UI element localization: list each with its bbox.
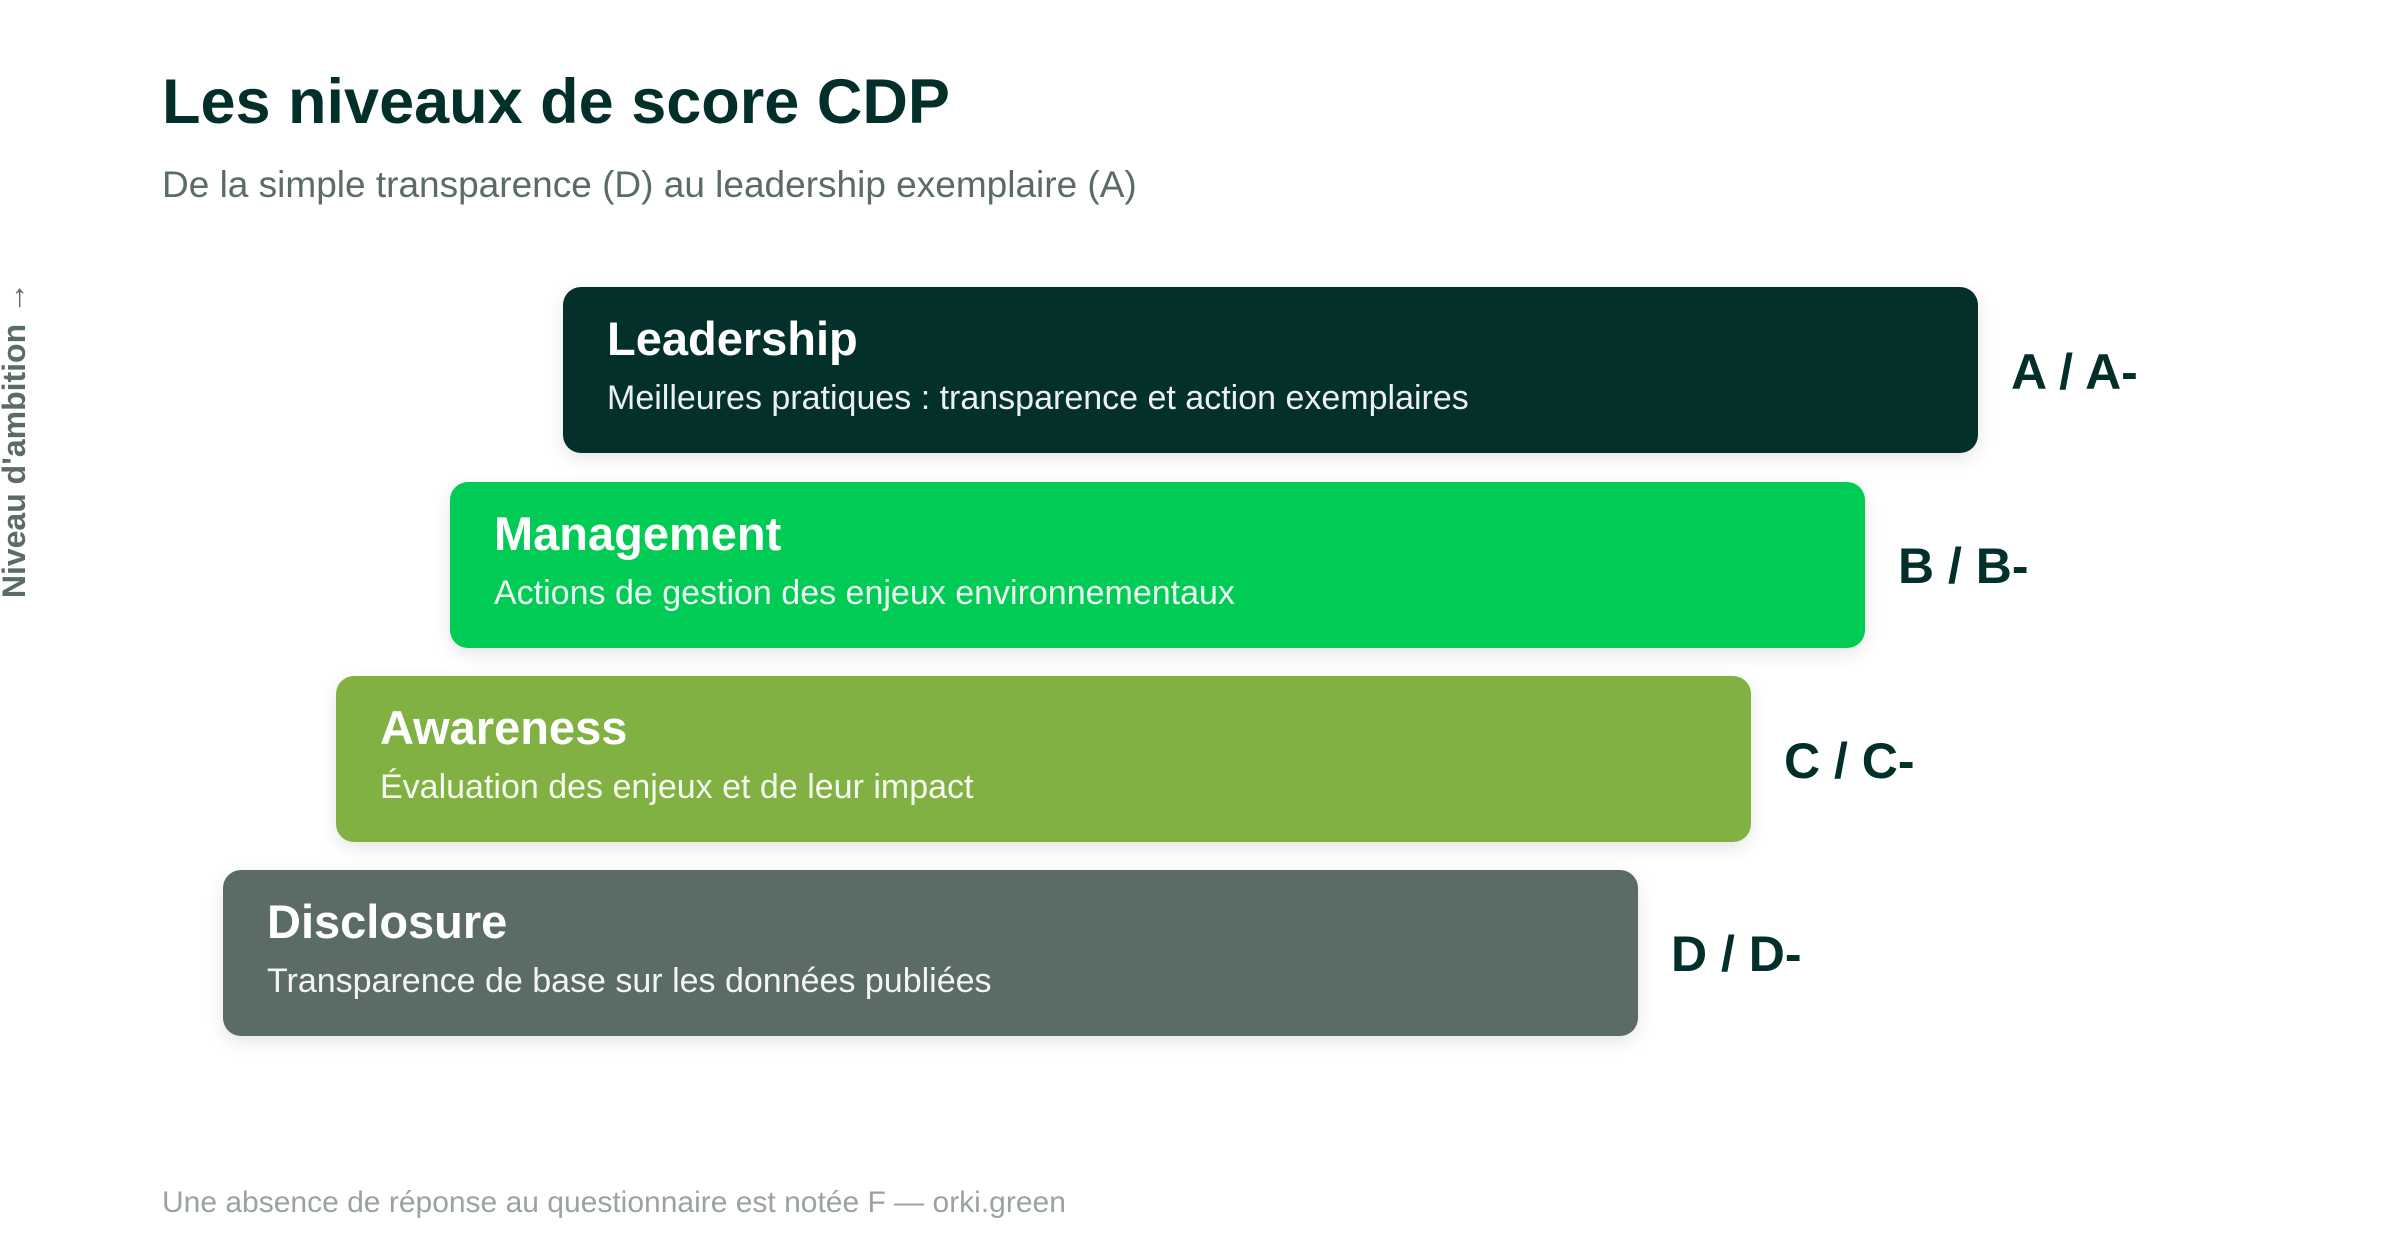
ambition-axis-text: Niveau d'ambition: [0, 323, 32, 599]
grade-label-c: C / C-: [1784, 733, 1915, 789]
tier-disclosure: Disclosure Transparence de base sur les …: [223, 870, 1638, 1036]
tier-name: Awareness: [380, 701, 628, 754]
tier-name: Management: [494, 507, 782, 560]
arrow-right-icon: →: [0, 282, 32, 314]
tier-name: Leadership: [607, 312, 858, 365]
tier-description: Actions de gestion des enjeux environnem…: [494, 574, 1235, 612]
page-subtitle: De la simple transparence (D) au leaders…: [162, 164, 1137, 205]
page-title: Les niveaux de score CDP: [162, 67, 950, 137]
grade-label-d: D / D-: [1671, 926, 1802, 982]
grade-label-b: B / B-: [1898, 538, 2029, 594]
footnote: Une absence de réponse au questionnaire …: [162, 1186, 1066, 1219]
tier-description: Évaluation des enjeux et de leur impact: [380, 768, 974, 806]
ambition-axis-label: Niveau d'ambition →: [0, 270, 32, 610]
tier-awareness: Awareness Évaluation des enjeux et de le…: [336, 676, 1751, 842]
grade-label-a: A / A-: [2011, 344, 2138, 400]
tier-description: Transparence de base sur les données pub…: [267, 962, 992, 1000]
tier-description: Meilleures pratiques : transparence et a…: [607, 379, 1469, 417]
tier-leadership: Leadership Meilleures pratiques : transp…: [563, 287, 1978, 453]
tier-management: Management Actions de gestion des enjeux…: [450, 482, 1865, 648]
tier-name: Disclosure: [267, 895, 508, 948]
